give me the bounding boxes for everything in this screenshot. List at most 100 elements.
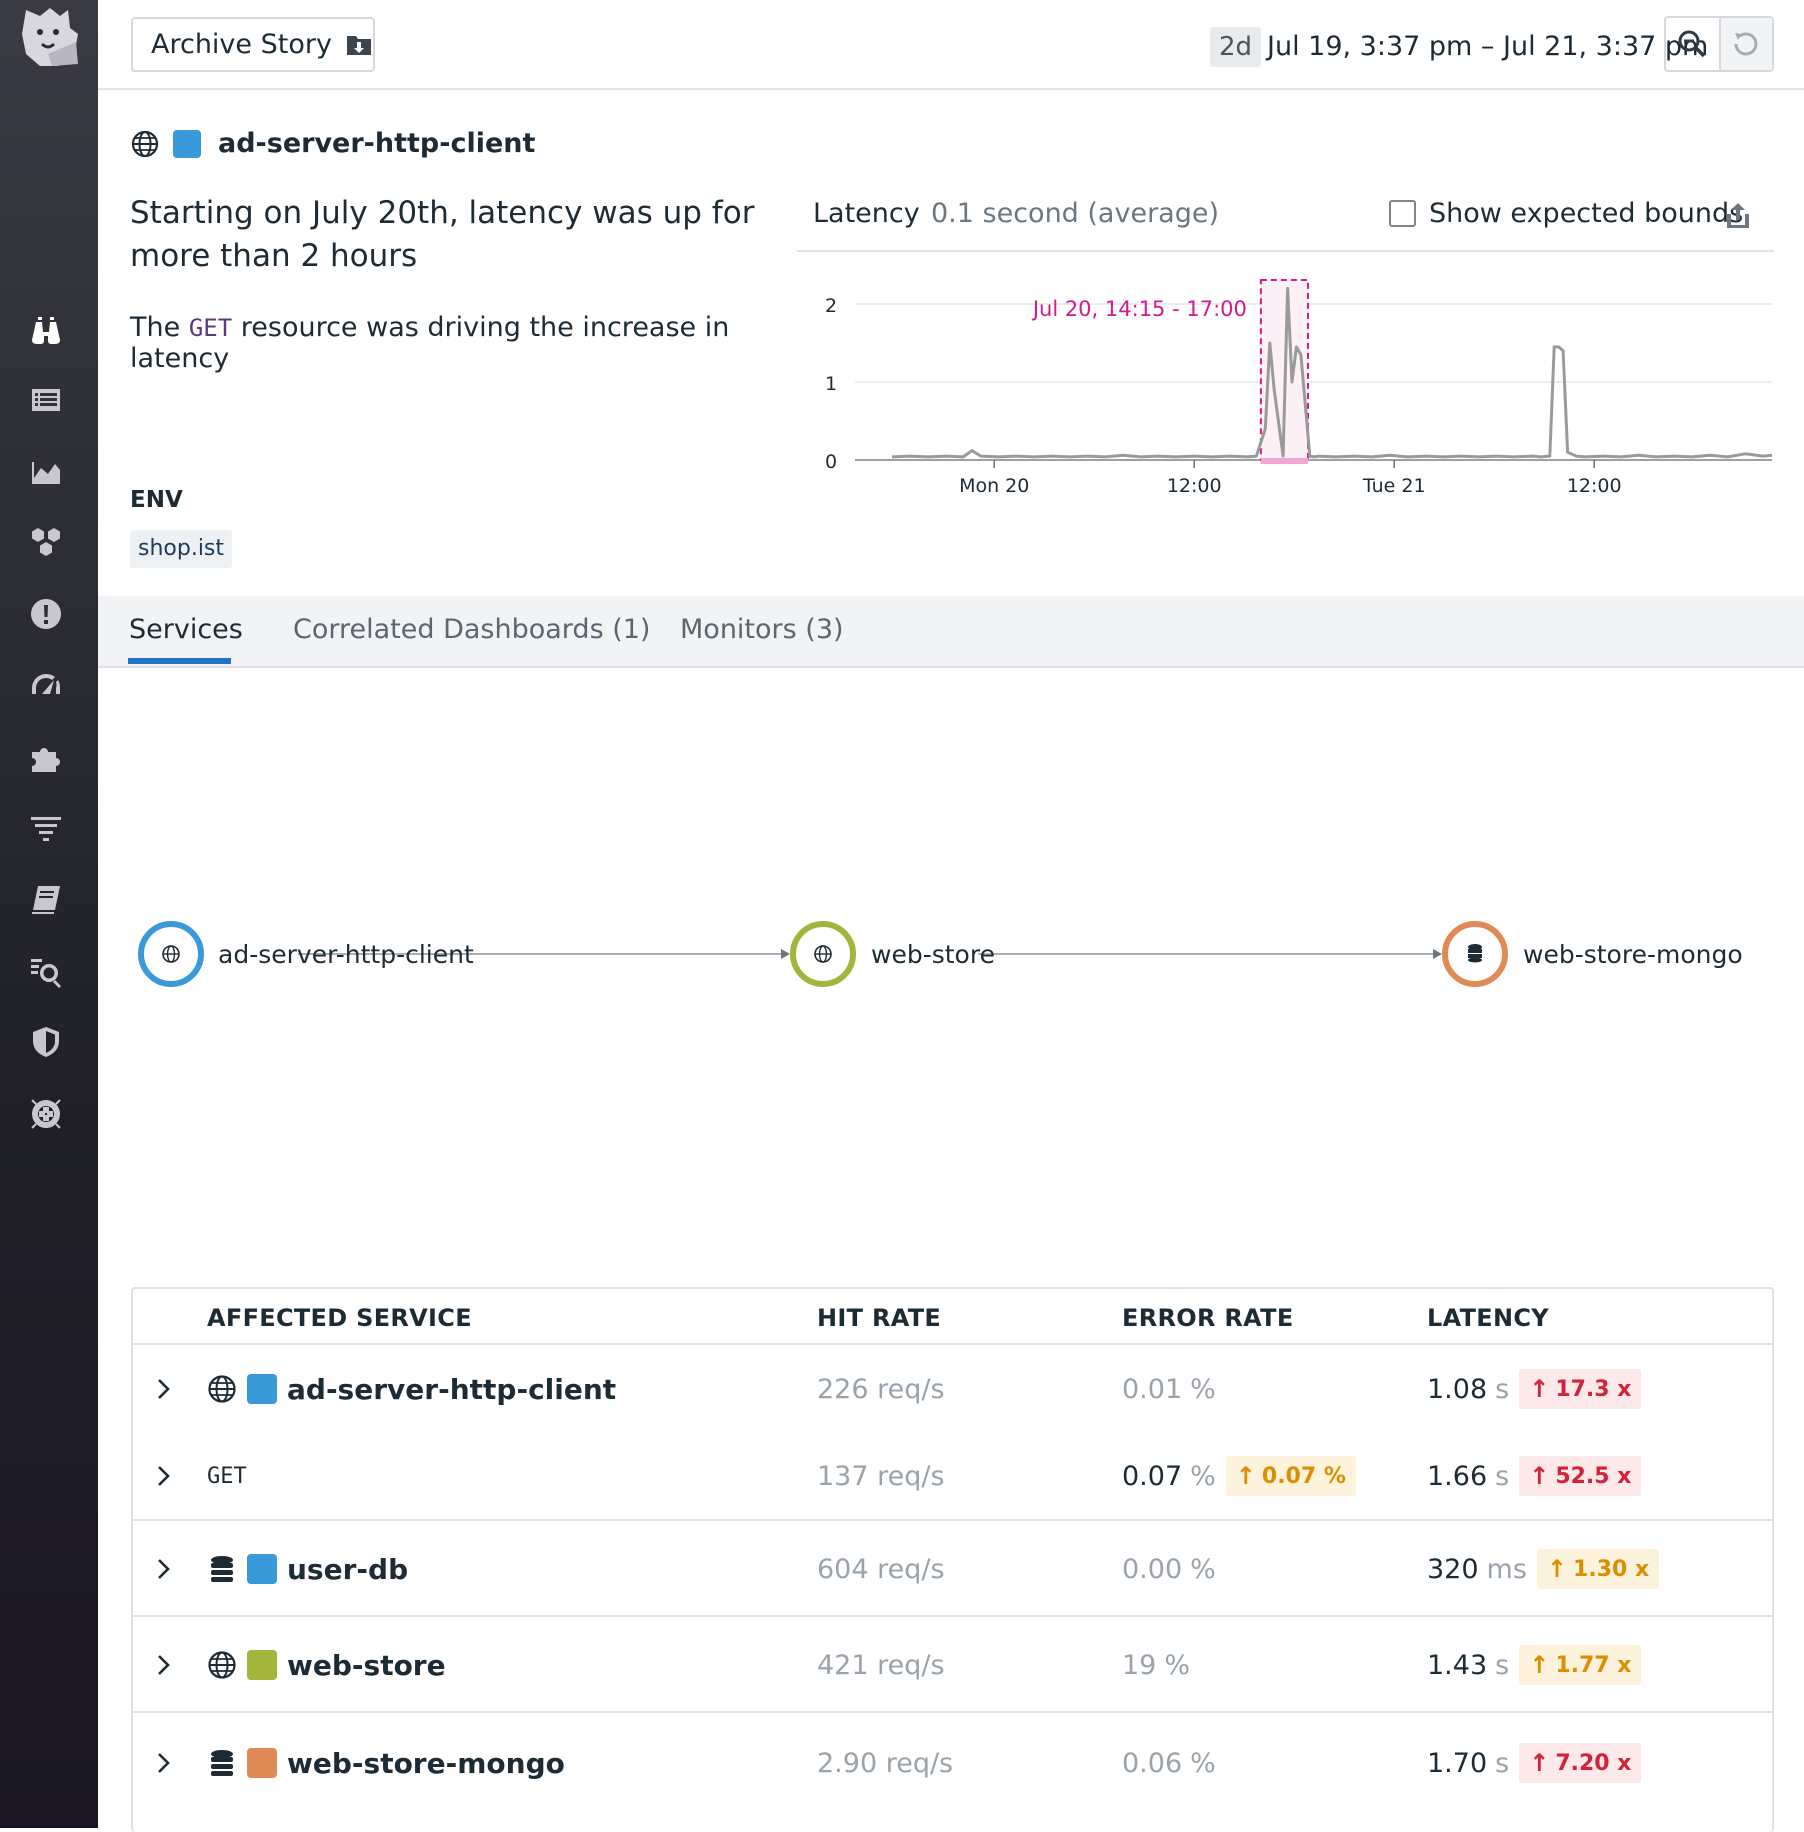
synthetics-search-icon[interactable] (26, 952, 66, 992)
arrow-up-icon: ↑ (1529, 1462, 1550, 1490)
latency-value: 320 (1427, 1553, 1479, 1585)
error-rate-unit: % (1190, 1553, 1216, 1585)
column-header-latency[interactable]: LATENCY (1427, 1304, 1549, 1332)
story-title: Starting on July 20th, latency was up fo… (130, 195, 755, 274)
zoom-out-icon (1678, 30, 1706, 58)
map-node-web-store-mongo[interactable]: web-store-mongo (1442, 921, 1743, 987)
anomaly-highlight-label: Jul 20, 14:15 - 17:00 (1031, 297, 1247, 321)
reset-button[interactable] (1718, 18, 1772, 70)
map-node-label: web-store-mongo (1523, 940, 1743, 969)
time-range-text[interactable]: Jul 19, 3:37 pm – Jul 21, 3:37 pm (1267, 31, 1709, 62)
security-shield-icon[interactable] (26, 1022, 66, 1062)
events-list-icon[interactable] (26, 380, 66, 420)
resource-name[interactable]: GET (207, 1463, 247, 1489)
table-row[interactable]: GET 137 req/s 0.07% ↑ 0.07 % 1.66 s ↑ 52.5 x (133, 1431, 1772, 1521)
expand-row-chevron-icon[interactable] (151, 1652, 177, 1678)
service-color-swatch (247, 1650, 277, 1680)
latency-change-badge: ↑ 1.77 x (1519, 1645, 1642, 1685)
ux-monitoring-globe-icon[interactable] (26, 1094, 66, 1134)
latency-change-value: 1.77 x (1555, 1652, 1632, 1678)
service-name[interactable]: user-db (287, 1552, 409, 1586)
error-rate-change-value: 0.07 % (1261, 1463, 1346, 1489)
watchdog-binoculars-icon[interactable] (26, 310, 66, 350)
expand-row-chevron-icon[interactable] (151, 1556, 177, 1582)
error-rate-value: 0.06 (1122, 1747, 1183, 1779)
dashboards-chart-icon[interactable] (26, 452, 66, 492)
service-name[interactable]: web-store-mongo (287, 1746, 565, 1780)
anomaly-highlight-bar (1260, 458, 1308, 464)
env-tag[interactable]: shop.ist (130, 530, 233, 568)
integrations-puzzle-icon[interactable] (26, 738, 66, 778)
map-node-ad-server-http-client[interactable]: ad-server-http-client (138, 921, 474, 987)
show-expected-bounds-toggle[interactable]: Show expected bounds (1389, 198, 1743, 229)
expand-row-chevron-icon[interactable] (151, 1750, 177, 1776)
x-tick-label: 12:00 (1567, 475, 1622, 497)
error-rate-value: 0.01 (1122, 1373, 1183, 1405)
apm-speedometer-icon[interactable] (26, 666, 66, 706)
latency-change-badge: ↑ 7.20 x (1519, 1743, 1642, 1783)
error-rate-change-badge: ↑ 0.07 % (1225, 1456, 1356, 1496)
hit-rate-value: 2.90 req/s (817, 1747, 954, 1779)
affected-services-table: AFFECTED SERVICE HIT RATE ERROR RATE LAT… (131, 1287, 1774, 1832)
expand-row-chevron-icon[interactable] (151, 1463, 177, 1489)
expand-row-chevron-icon[interactable] (151, 1376, 177, 1402)
arrow-up-icon: ↑ (1529, 1375, 1550, 1403)
notebooks-book-icon[interactable] (26, 880, 66, 920)
tab-bar: Services Correlated Dashboards (1) Monit… (98, 596, 1804, 668)
map-node-web-store[interactable]: web-store (790, 921, 995, 987)
export-share-icon[interactable] (1723, 200, 1753, 230)
expected-bounds-checkbox[interactable] (1389, 200, 1416, 227)
error-rate-unit: % (1190, 1460, 1216, 1492)
chart-header: Latency 0.1 second (average) Show expect… (797, 192, 1774, 252)
latency-change-value: 17.3 x (1555, 1376, 1632, 1402)
latency-change-badge: ↑ 17.3 x (1519, 1369, 1642, 1409)
table-header: AFFECTED SERVICE HIT RATE ERROR RATE LAT… (133, 1289, 1772, 1345)
error-rate-value: 19 (1122, 1649, 1157, 1681)
error-rate-value: 0.07 (1122, 1460, 1183, 1492)
globe-icon (814, 945, 832, 963)
database-icon (1468, 944, 1482, 963)
reset-icon (1734, 32, 1758, 56)
tab-services[interactable]: Services (129, 614, 243, 645)
time-controls (1664, 16, 1774, 72)
env-label: ENV (130, 487, 183, 513)
arrow-up-icon: ↑ (1529, 1651, 1550, 1679)
tab-correlated-dashboards[interactable]: Correlated Dashboards (1) (293, 614, 651, 645)
y-tick-label: 1 (825, 373, 837, 395)
top-bar: Archive Story 2d Jul 19, 3:37 pm – Jul 2… (98, 0, 1804, 90)
story-subtitle-after: resource was driving the increase in lat… (130, 312, 730, 374)
globe-icon (162, 945, 180, 963)
latency-series-line (891, 286, 1773, 459)
datadog-logo[interactable] (18, 4, 80, 70)
archive-story-button[interactable]: Archive Story (131, 17, 375, 72)
latency-unit: s (1495, 1649, 1510, 1681)
sidebar (0, 0, 98, 1828)
latency-change-value: 7.20 x (1555, 1750, 1632, 1776)
service-name[interactable]: ad-server-http-client (287, 1372, 617, 1406)
hit-rate-value: 604 req/s (817, 1553, 945, 1585)
zoom-out-button[interactable] (1666, 18, 1719, 70)
infrastructure-icon[interactable] (26, 522, 66, 562)
column-header-hit-rate[interactable]: HIT RATE (817, 1304, 942, 1332)
expected-bounds-label: Show expected bounds (1429, 198, 1744, 229)
story-subtitle: The GET resource was driving the increas… (130, 312, 780, 374)
y-tick-label: 2 (825, 295, 837, 317)
service-name[interactable]: web-store (287, 1648, 446, 1682)
database-icon (211, 1750, 233, 1776)
x-tick-label: Tue 21 (1362, 475, 1426, 497)
table-row[interactable]: web-store 421 req/s 19% 1.43 s ↑ 1.77 x (133, 1617, 1772, 1713)
arrow-up-icon: ↑ (1529, 1749, 1550, 1777)
column-header-service[interactable]: AFFECTED SERVICE (207, 1304, 472, 1332)
archive-folder-icon (346, 35, 371, 55)
table-row[interactable]: user-db 604 req/s 0.00% 320 ms ↑ 1.30 x (133, 1521, 1772, 1617)
column-header-error-rate[interactable]: ERROR RATE (1122, 1304, 1294, 1332)
time-range-badge[interactable]: 2d (1210, 27, 1262, 67)
service-name[interactable]: ad-server-http-client (218, 128, 536, 159)
error-rate-unit: % (1164, 1649, 1191, 1681)
monitors-alert-icon[interactable] (26, 594, 66, 634)
tab-monitors[interactable]: Monitors (3) (680, 614, 844, 645)
table-row[interactable]: web-store-mongo 2.90 req/s 0.06% 1.70 s ↑ 7.20… (133, 1713, 1772, 1813)
arrow-up-icon: ↑ (1235, 1462, 1256, 1490)
table-row[interactable]: ad-server-http-client 226 req/s 0.01% 1.08 s… (133, 1347, 1772, 1431)
logs-filter-icon[interactable] (26, 808, 66, 848)
